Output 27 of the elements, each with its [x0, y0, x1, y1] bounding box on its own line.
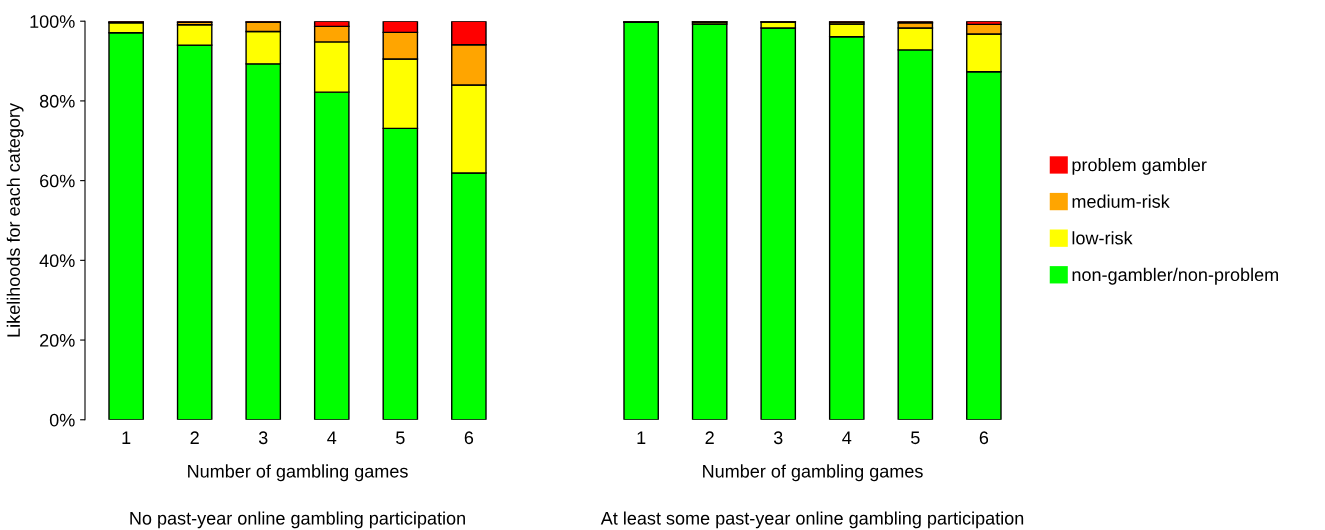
- y-tick-label: 60%: [40, 174, 75, 188]
- x-tick-label: 6: [979, 431, 989, 445]
- x-tick-label: 2: [190, 431, 199, 444]
- text: No past-year online gambling participation: [130, 511, 465, 529]
- legend-label: medium-risk: [1072, 194, 1170, 208]
- x-tick-label: 1: [637, 431, 646, 444]
- x-tick-label: 5: [911, 431, 920, 445]
- x-tick-label: 4: [842, 431, 852, 444]
- y-axis-title: Likelihoods for each category: [6, 103, 24, 337]
- x-tick-label: 4: [327, 431, 337, 444]
- text: At least some past-year online gambling participation: [600, 511, 1024, 529]
- legend-label: low-risk: [1072, 231, 1133, 245]
- y-tick-label: 80%: [39, 94, 75, 108]
- y-tick-label: 100%: [30, 15, 75, 28]
- x-tick-label: 3: [258, 431, 268, 445]
- y-tick-label: 40%: [39, 254, 75, 268]
- x-axis-title: Number of gambling games: [703, 464, 923, 482]
- x-tick-label: 6: [464, 431, 474, 445]
- x-tick-label: 2: [705, 431, 714, 444]
- y-tick-label: 0%: [49, 413, 75, 427]
- x-tick-label: 5: [396, 431, 405, 445]
- x-tick-label: 1: [122, 431, 131, 444]
- x-axis-title: Number of gambling games: [188, 464, 408, 482]
- legend-label: problem gambler: [1072, 158, 1207, 175]
- x-tick-label: 3: [773, 431, 783, 445]
- y-tick-label: 20%: [40, 333, 75, 347]
- legend-label: non-gambler/non-problem: [1072, 267, 1278, 285]
